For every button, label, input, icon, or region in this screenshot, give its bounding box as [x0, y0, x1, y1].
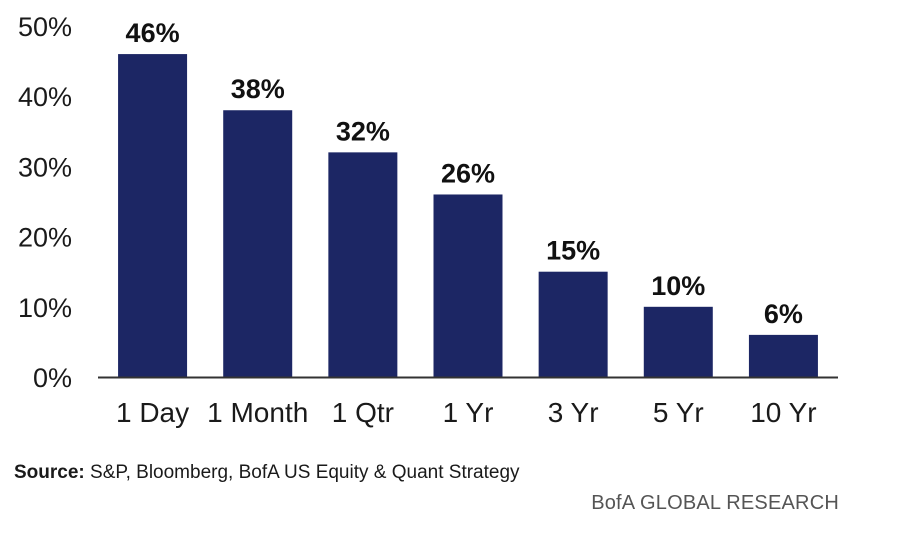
y-tick-label: 20%	[18, 223, 72, 253]
data-label: 32%	[336, 116, 390, 146]
bar	[748, 334, 818, 377]
x-tick-label: 5 Yr	[653, 397, 704, 428]
bar	[223, 110, 293, 378]
bar	[328, 152, 398, 377]
data-label: 26%	[441, 158, 495, 188]
bar	[433, 194, 503, 377]
data-label: 10%	[651, 271, 705, 301]
data-label: 46%	[126, 18, 180, 48]
y-tick-label: 0%	[33, 363, 72, 393]
x-axis: 1 Day 1 Month 1 Qtr 1 Yr 3 Yr 5 Yr 10 Yr	[116, 397, 817, 428]
bar-chart: 0% 10% 20% 30% 40% 50% 1 Day 1 Month 1 Qtr 1 Yr 3…	[18, 12, 838, 428]
source-label: Source:	[14, 462, 85, 483]
y-tick-label: 40%	[18, 82, 72, 112]
y-axis: 0% 10% 20% 30% 40% 50%	[18, 12, 72, 393]
bars	[118, 54, 818, 378]
source-text: S&P, Bloomberg, BofA US Equity & Quant S…	[90, 462, 520, 483]
x-tick-label: 1 Month	[207, 397, 308, 428]
y-tick-label: 50%	[18, 12, 72, 42]
source-note: Source: S&P, Bloomberg, BofA US Equity &…	[14, 462, 520, 484]
data-label: 38%	[231, 74, 285, 104]
x-tick-label: 10 Yr	[750, 397, 816, 428]
data-labels: 46% 38% 32% 26% 15% 10% 6%	[126, 18, 803, 329]
y-tick-label: 10%	[18, 293, 72, 323]
x-tick-label: 1 Qtr	[332, 397, 394, 428]
bar	[538, 271, 608, 377]
x-tick-label: 1 Day	[116, 397, 189, 428]
x-tick-label: 1 Yr	[443, 397, 494, 428]
bar	[118, 54, 188, 378]
y-tick-label: 30%	[18, 152, 72, 182]
data-label: 15%	[546, 236, 600, 266]
bar	[643, 306, 713, 377]
data-label: 6%	[764, 299, 803, 329]
brand-footer: BofA GLOBAL RESEARCH	[591, 492, 839, 514]
x-tick-label: 3 Yr	[548, 397, 599, 428]
